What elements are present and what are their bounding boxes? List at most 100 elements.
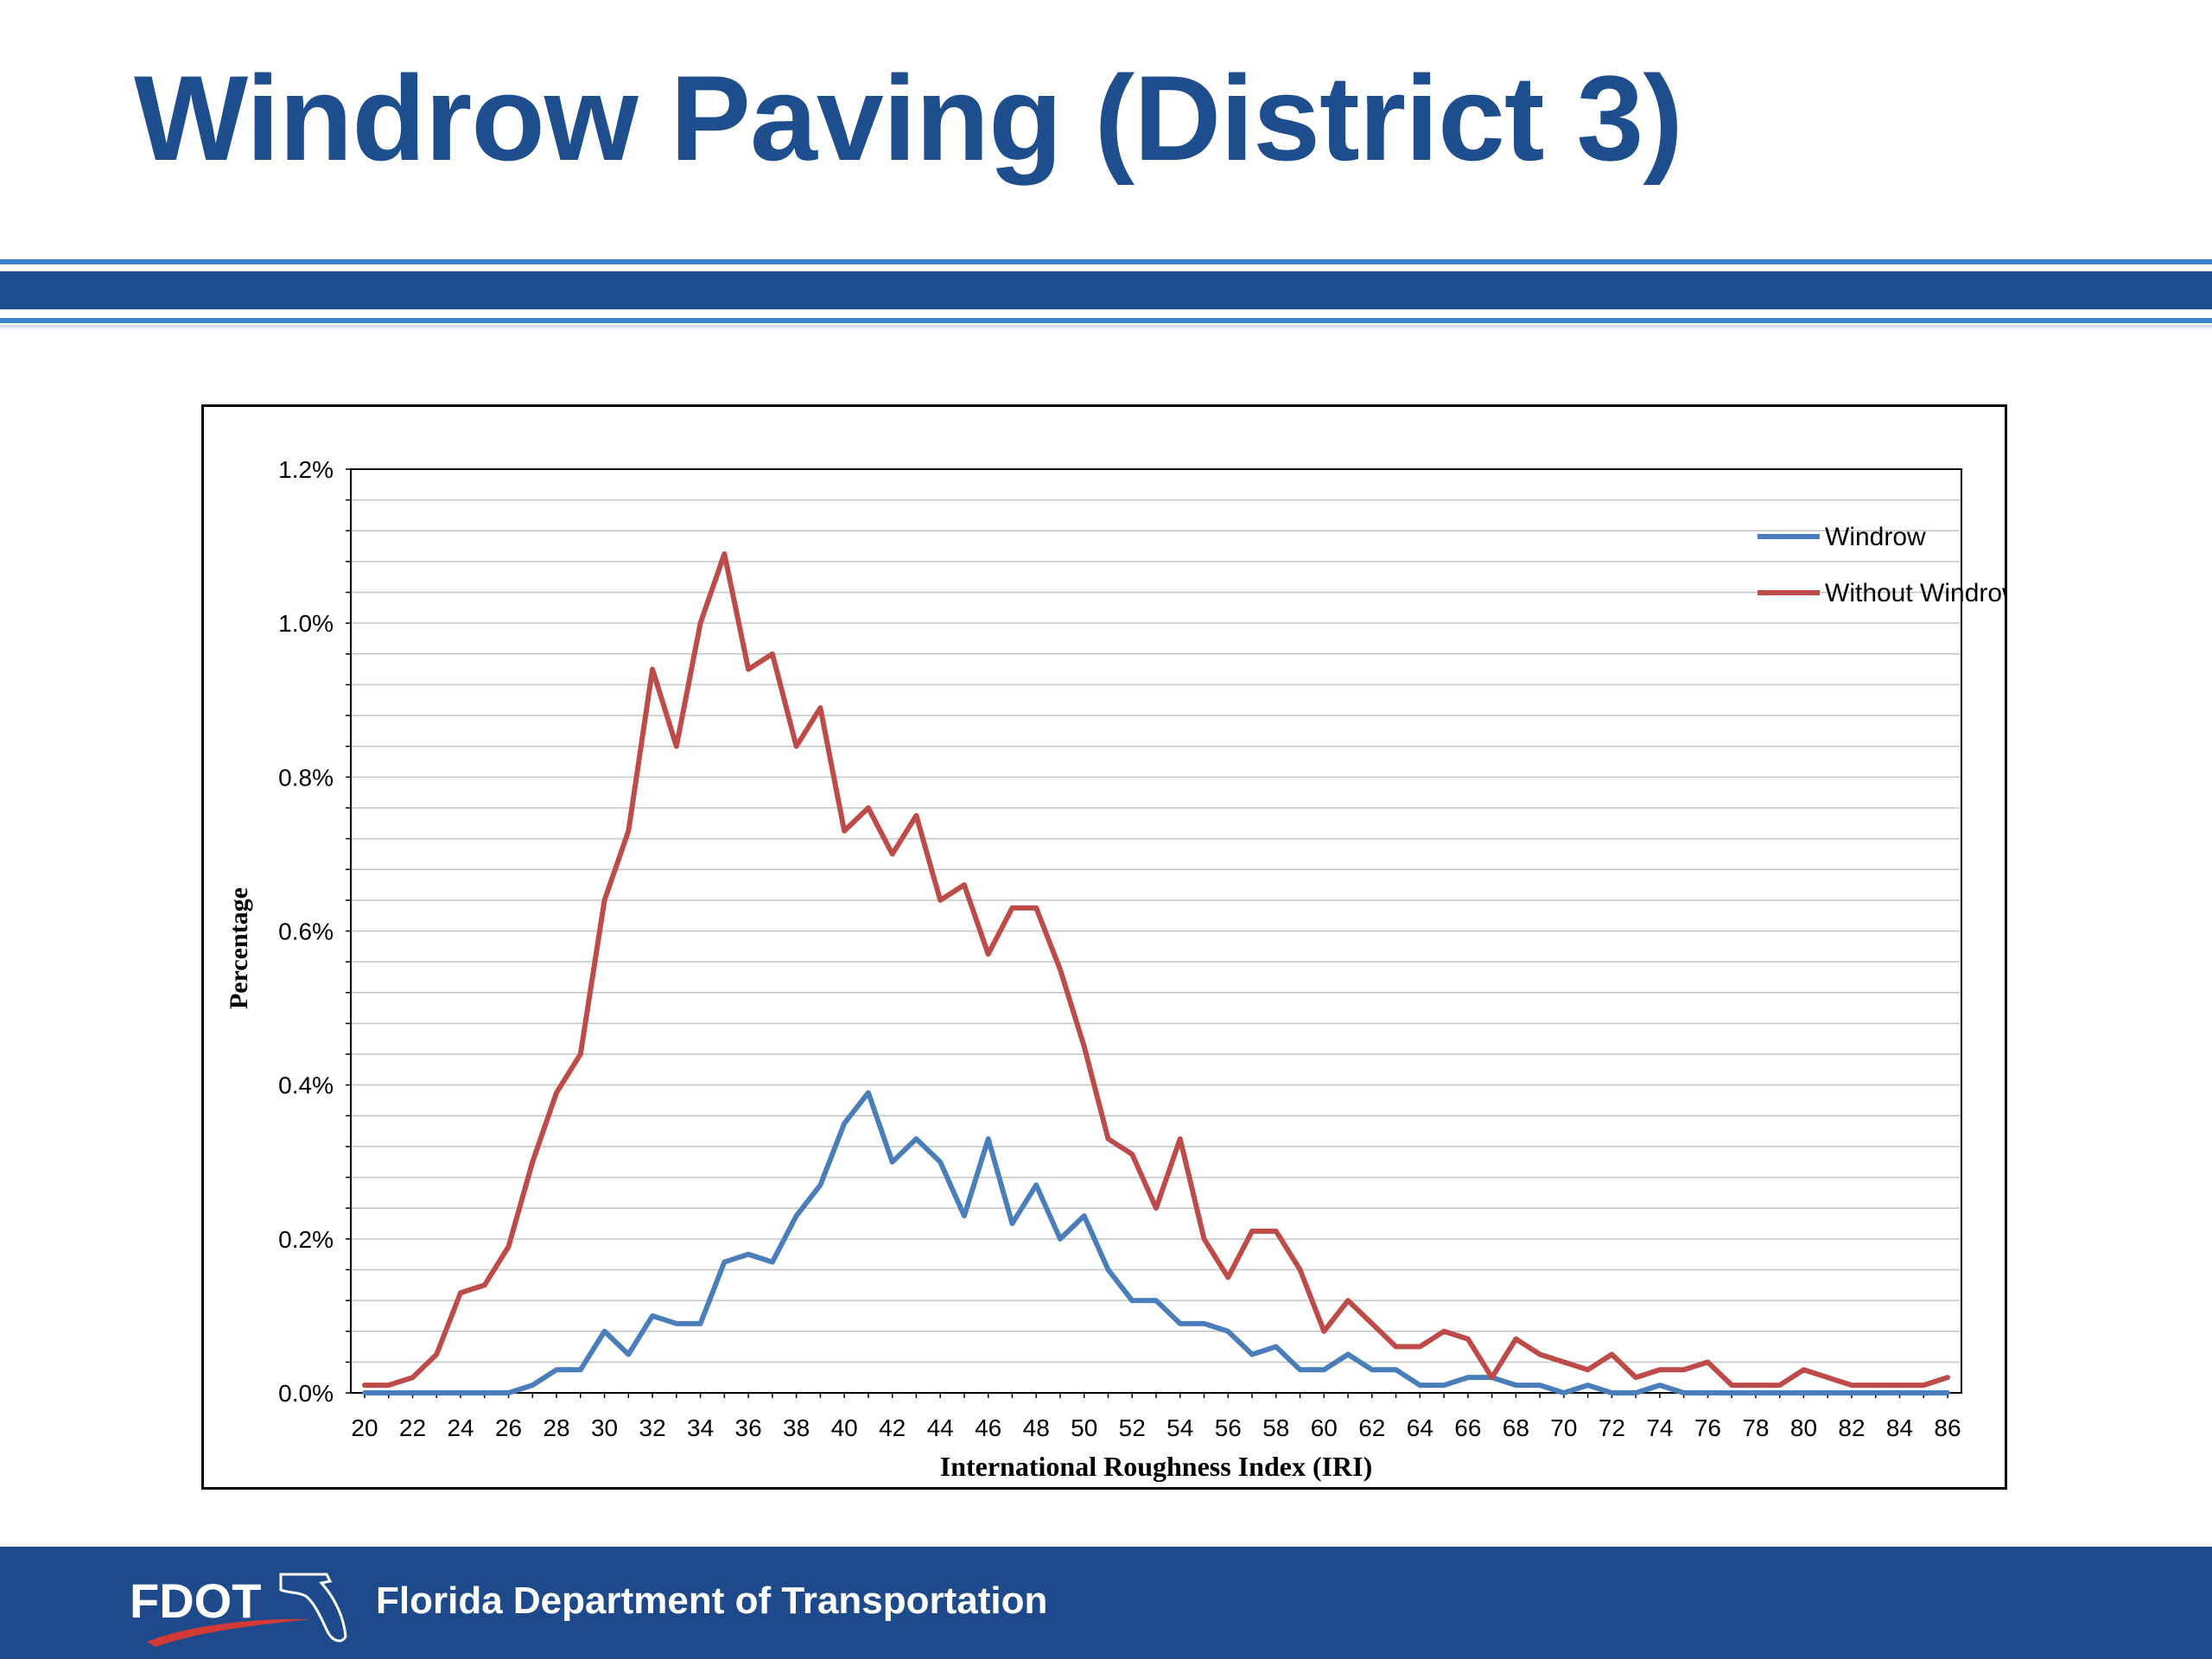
data-point xyxy=(1513,1337,1518,1342)
x-tick-label: 52 xyxy=(1119,1414,1146,1441)
data-point xyxy=(1681,1367,1687,1372)
data-point xyxy=(1105,1136,1110,1141)
x-tick-label: 70 xyxy=(1550,1414,1577,1441)
header-rule-shadow xyxy=(0,325,2212,330)
x-tick-label: 60 xyxy=(1311,1414,1338,1441)
x-tick-label: 34 xyxy=(687,1414,714,1441)
x-tick-label: 66 xyxy=(1454,1414,1481,1441)
data-point xyxy=(770,652,775,657)
data-point xyxy=(1009,906,1014,911)
x-tick-label: 46 xyxy=(975,1414,1001,1441)
data-point xyxy=(1345,1351,1351,1357)
data-point xyxy=(1465,1375,1471,1380)
data-point xyxy=(1849,1390,1854,1395)
data-point xyxy=(362,1390,367,1395)
data-point xyxy=(578,1052,583,1057)
data-point xyxy=(650,667,655,672)
data-point xyxy=(986,1136,991,1141)
data-point xyxy=(650,1313,655,1319)
slide-title: Windrow Paving (District 3) xyxy=(134,50,1683,186)
data-point xyxy=(1441,1329,1446,1334)
x-tick-label: 20 xyxy=(351,1414,378,1441)
x-tick-label: 76 xyxy=(1694,1414,1721,1441)
data-point xyxy=(1154,1205,1159,1211)
data-point xyxy=(817,705,823,710)
legend-label: Windrow xyxy=(1825,523,1926,551)
data-point xyxy=(434,1390,439,1395)
data-point xyxy=(1058,967,1063,972)
florida-outline-icon xyxy=(279,1573,347,1643)
data-point xyxy=(1105,1267,1110,1272)
data-point xyxy=(1394,1367,1399,1372)
x-tick-label: 50 xyxy=(1071,1414,1097,1441)
data-point xyxy=(1633,1390,1638,1395)
data-point xyxy=(1657,1382,1662,1388)
data-point xyxy=(1321,1367,1326,1372)
data-point xyxy=(1033,906,1039,911)
data-point xyxy=(1129,1298,1135,1303)
y-tick-label: 0.8% xyxy=(278,764,334,791)
data-point xyxy=(1129,1152,1135,1157)
x-axis-title: International Roughness Index (IRI) xyxy=(940,1451,1373,1482)
data-point xyxy=(506,1390,512,1395)
data-point xyxy=(1394,1344,1399,1350)
data-point xyxy=(626,1351,631,1357)
y-tick-label: 0.0% xyxy=(278,1380,334,1407)
y-tick-label: 0.4% xyxy=(278,1072,334,1099)
data-point xyxy=(1537,1351,1542,1357)
data-point xyxy=(482,1390,487,1395)
data-point xyxy=(890,851,895,856)
series-line-1 xyxy=(362,550,1950,1389)
y-axis-title: Percentage xyxy=(225,887,253,1009)
header-rule-line-bottom xyxy=(0,318,2212,323)
data-point xyxy=(506,1244,512,1249)
x-tick-label: 28 xyxy=(543,1414,569,1441)
data-point xyxy=(1298,1367,1303,1372)
x-tick-label: 22 xyxy=(399,1414,426,1441)
header-rule-band xyxy=(0,271,2212,309)
y-tick-label: 0.6% xyxy=(278,918,334,945)
data-point xyxy=(1058,1236,1063,1242)
data-point xyxy=(1586,1382,1591,1388)
x-tick-label: 64 xyxy=(1407,1414,1433,1441)
data-point xyxy=(410,1390,416,1395)
data-point xyxy=(1561,1390,1567,1395)
data-point xyxy=(1009,1221,1014,1226)
footer-org-name: Florida Department of Transportation xyxy=(376,1580,1048,1622)
x-tick-label: 38 xyxy=(783,1414,810,1441)
data-point xyxy=(602,898,607,903)
data-point xyxy=(913,1136,918,1141)
data-point xyxy=(1753,1382,1758,1388)
x-tick-label: 80 xyxy=(1790,1414,1817,1441)
fdot-logo: FDOT xyxy=(130,1573,347,1647)
data-point xyxy=(1729,1390,1734,1395)
data-point xyxy=(554,1090,559,1096)
data-point xyxy=(1225,1329,1230,1334)
data-point xyxy=(698,1321,703,1326)
x-tick-label: 86 xyxy=(1934,1414,1961,1441)
data-point xyxy=(866,1090,871,1096)
data-point xyxy=(1321,1329,1326,1334)
x-tick-label: 44 xyxy=(927,1414,954,1441)
data-point xyxy=(1586,1367,1591,1372)
data-point xyxy=(674,1321,679,1326)
data-point xyxy=(1082,1044,1087,1049)
data-point xyxy=(578,1367,583,1372)
x-tick-label: 74 xyxy=(1646,1414,1673,1441)
data-point xyxy=(1537,1382,1542,1388)
data-point xyxy=(746,1252,751,1257)
x-tick-label: 32 xyxy=(639,1414,666,1441)
data-point xyxy=(1609,1390,1614,1395)
data-point xyxy=(1490,1375,1495,1380)
x-tick-label: 26 xyxy=(495,1414,522,1441)
data-point xyxy=(458,1290,463,1295)
data-point xyxy=(1705,1390,1710,1395)
data-point xyxy=(1033,1182,1039,1187)
data-point xyxy=(1561,1359,1567,1364)
data-point xyxy=(1633,1375,1638,1380)
header-rule-line-top xyxy=(0,259,2212,264)
data-point xyxy=(1082,1213,1087,1218)
y-tick-label: 1.2% xyxy=(278,456,334,483)
data-point xyxy=(794,744,799,749)
data-point xyxy=(1202,1321,1207,1326)
